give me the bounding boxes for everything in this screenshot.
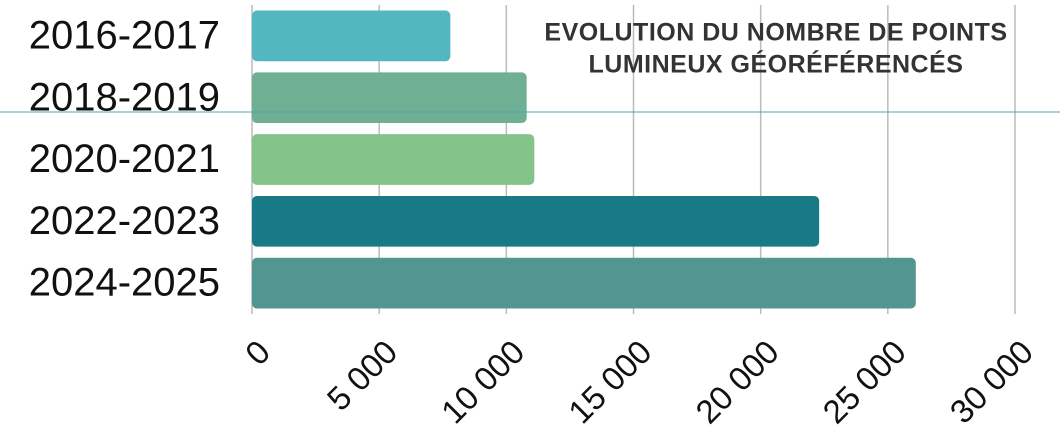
x-tick-label: 0 xyxy=(238,333,277,372)
y-tick-label: 2018-2019 xyxy=(29,75,220,119)
x-tick-label: 5 000 xyxy=(320,333,405,418)
bar xyxy=(252,257,916,309)
x-tick-label: 25 000 xyxy=(815,333,913,431)
bar xyxy=(252,134,535,185)
y-tick-label: 2016-2017 xyxy=(29,13,220,57)
y-tick-label: 2020-2021 xyxy=(29,137,220,181)
bar xyxy=(252,195,820,247)
bars xyxy=(252,10,916,309)
bar xyxy=(252,72,527,124)
y-tick-label: 2024-2025 xyxy=(29,261,220,305)
x-tick-label: 10 000 xyxy=(434,333,532,431)
x-tick-label: 30 000 xyxy=(943,333,1041,431)
x-tick-label: 15 000 xyxy=(561,333,659,431)
x-tick-label: 20 000 xyxy=(688,333,786,431)
chart-title: EVOLUTION DU NOMBRE DE POINTS xyxy=(544,19,1007,47)
y-tick-label: 2022-2023 xyxy=(29,199,220,243)
chart-title: LUMINEUX GÉORÉFÉRENCÉS xyxy=(589,50,964,79)
bar xyxy=(252,10,451,62)
